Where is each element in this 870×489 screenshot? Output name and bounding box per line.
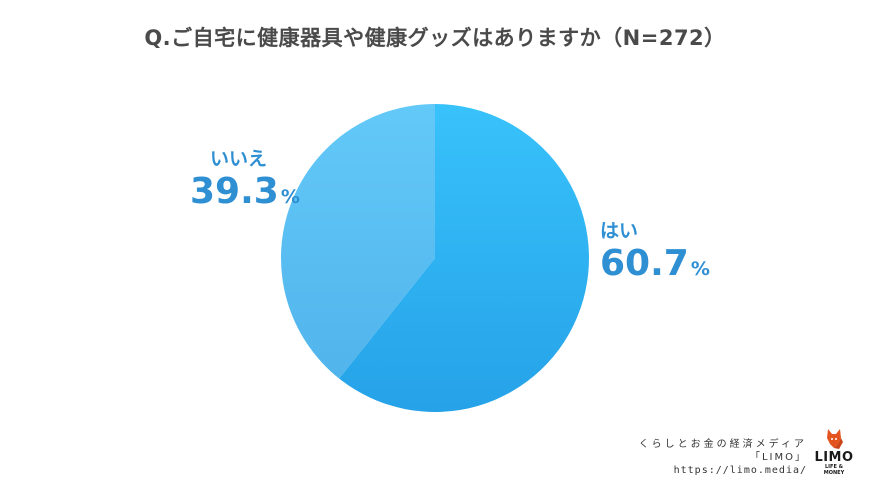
limo-logo: LIMO LIFE & MONEY (814, 428, 854, 476)
pie-slice-no (280, 104, 435, 379)
chart-title: Q.ご自宅に健康器具や健康グッズはありますか（N=272） (144, 26, 726, 50)
footer-brand: 「LIMO」 (749, 452, 807, 463)
slice-value-yes: 60.7 (600, 243, 689, 284)
logo-subtext: LIFE & MONEY (823, 464, 845, 476)
pie-slice-yes (339, 104, 589, 412)
logo-text: LIMO (814, 450, 854, 465)
fox-icon (827, 429, 843, 449)
slice-value-no: 39.3 (190, 171, 279, 212)
footer-url: https://limo.media/ (673, 465, 807, 476)
slice-name-yes: はい (600, 220, 639, 242)
slice-label-yes: はい 60.7% (600, 222, 710, 282)
slice-unit-yes: % (690, 258, 710, 280)
slice-name-no: いいえ (210, 148, 268, 170)
slice-label-no: いいえ 39.3% (190, 150, 300, 210)
footer-credit: くらしとお金の経済メディア 「LIMO」 https://limo.media/ (639, 438, 807, 477)
slice-unit-no: % (280, 186, 300, 208)
footer-tagline: くらしとお金の経済メディア (638, 439, 807, 450)
